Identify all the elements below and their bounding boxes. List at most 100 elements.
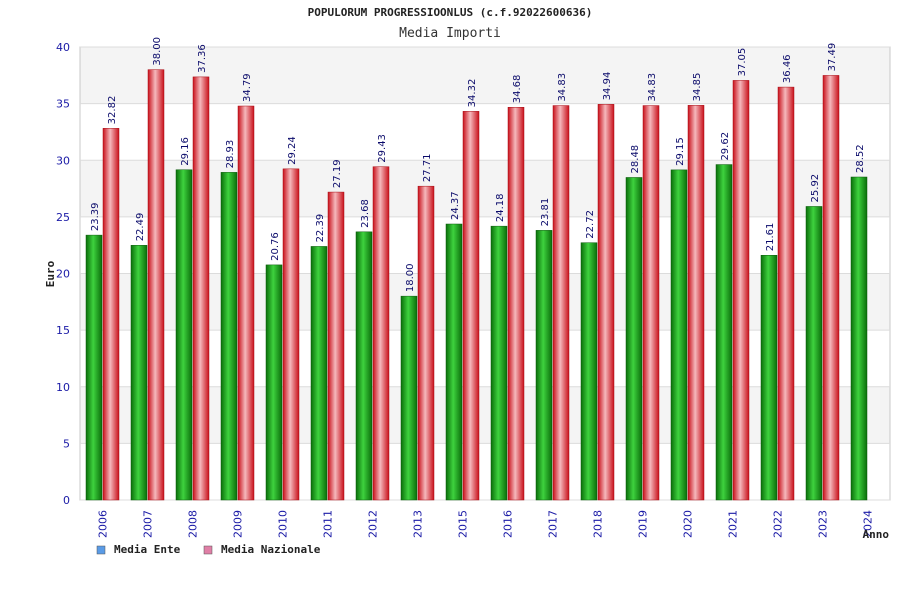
legend-item-media-nazionale: Media Nazionale — [203, 543, 321, 556]
data-label: 34.79 — [242, 73, 253, 102]
x-axis-ticks: 2006 2007 2008 2009 2010 2011 2012 2013 2015 2016… — [97, 510, 875, 538]
grid-band — [80, 330, 890, 387]
bar-media-ente-2016 — [490, 225, 508, 501]
x-tick-label: 2016 — [502, 510, 515, 538]
y-tick-label: 40 — [56, 41, 70, 54]
bar-media-nazionale-2018 — [597, 104, 615, 501]
grid-band — [80, 386, 890, 444]
data-label: 29.16 — [180, 137, 191, 166]
grid-band — [80, 216, 890, 274]
bar-media-ente-2009 — [220, 172, 238, 501]
bar-media-ente-2024 — [850, 176, 868, 501]
legend-label-media-nazionale: Media Nazionale — [221, 543, 321, 556]
data-label: 34.68 — [512, 75, 523, 104]
x-tick-label: 2013 — [412, 510, 425, 538]
data-label: 34.83 — [647, 73, 658, 102]
grid-band — [80, 103, 890, 161]
y-tick-label: 15 — [56, 324, 70, 337]
data-label: 23.68 — [360, 199, 371, 228]
data-label: 34.85 — [692, 73, 703, 102]
grid-band — [80, 47, 890, 104]
x-tick-label: 2007 — [142, 510, 155, 538]
data-label: 34.32 — [467, 79, 478, 108]
x-tick-label: 2020 — [682, 510, 695, 538]
bar-media-ente-2023 — [805, 206, 823, 501]
x-tick-label: 2006 — [97, 510, 110, 538]
bar-media-nazionale-2022 — [777, 86, 795, 501]
legend-item-media-ente: Media Ente — [96, 543, 181, 556]
bar-media-nazionale-2007 — [147, 69, 165, 501]
bar-media-ente-2008 — [175, 169, 193, 501]
bar-media-nazionale-2006 — [102, 128, 120, 501]
data-label: 27.71 — [422, 154, 433, 183]
bar-media-ente-2015 — [445, 223, 463, 501]
x-tick-label: 2017 — [547, 510, 560, 538]
bar-media-nazionale-2012 — [372, 166, 390, 501]
bar-media-ente-2007 — [130, 245, 148, 501]
bar-media-ente-2011 — [310, 246, 328, 501]
bar-media-ente-2019 — [625, 177, 643, 501]
data-label: 34.83 — [557, 73, 568, 102]
data-label: 24.37 — [450, 191, 461, 220]
bars — [85, 69, 868, 501]
data-label: 28.48 — [630, 145, 641, 174]
data-label: 24.18 — [495, 194, 506, 223]
legend: Media Ente Media Nazionale — [96, 543, 321, 556]
y-tick-label: 5 — [63, 437, 70, 450]
bar-media-ente-2017 — [535, 230, 553, 501]
data-label: 22.39 — [315, 214, 326, 243]
data-label: 22.72 — [585, 210, 596, 239]
data-label: 22.49 — [135, 213, 146, 242]
x-tick-label: 2012 — [367, 510, 380, 538]
bar-media-ente-2022 — [760, 255, 778, 501]
y-tick-label: 25 — [56, 211, 70, 224]
x-tick-label: 2023 — [817, 510, 830, 538]
data-label: 36.46 — [782, 54, 793, 83]
bar-media-nazionale-2010 — [282, 168, 300, 501]
y-tick-label: 20 — [56, 268, 70, 281]
data-label: 29.43 — [377, 134, 388, 163]
bar-media-nazionale-2021 — [732, 80, 750, 501]
legend-label-media-ente: Media Ente — [114, 543, 181, 556]
data-label: 25.92 — [810, 174, 821, 203]
data-label: 34.94 — [602, 72, 613, 101]
bar-media-nazionale-2011 — [327, 191, 345, 501]
x-tick-label: 2024 — [862, 510, 875, 538]
chart-title: POPULORUM PROGRESSIOONLUS (c.f.920226006… — [308, 6, 593, 19]
data-label: 20.76 — [270, 232, 281, 261]
grid-band — [80, 273, 890, 331]
x-tick-label: 2015 — [457, 510, 470, 538]
data-label: 29.15 — [675, 137, 686, 166]
data-label: 27.19 — [332, 159, 343, 188]
chart-subtitle: Media Importi — [399, 26, 501, 41]
x-tick-label: 2019 — [637, 510, 650, 538]
data-label: 29.24 — [287, 136, 298, 165]
data-label: 29.62 — [720, 132, 731, 161]
bar-media-nazionale-2009 — [237, 105, 255, 501]
bar-media-ente-2010 — [265, 264, 283, 501]
x-tick-label: 2011 — [322, 510, 335, 538]
grid-band — [80, 443, 890, 500]
data-label: 38.00 — [152, 37, 163, 66]
bar-media-nazionale-2023 — [822, 75, 840, 501]
bar-media-nazionale-2016 — [507, 106, 525, 501]
bar-media-nazionale-2019 — [642, 105, 660, 501]
x-tick-label: 2010 — [277, 510, 290, 538]
data-label: 28.52 — [855, 144, 866, 173]
grid-band — [80, 160, 890, 217]
bar-media-nazionale-2008 — [192, 76, 210, 501]
legend-swatch-media-nazionale — [203, 545, 213, 555]
bar-media-nazionale-2013 — [417, 185, 435, 501]
data-label: 37.36 — [197, 44, 208, 73]
x-tick-label: 2022 — [772, 510, 785, 538]
data-label: 18.00 — [405, 264, 416, 293]
bar-media-nazionale-2017 — [552, 105, 570, 501]
x-tick-label: 2009 — [232, 510, 245, 538]
y-axis-label: Euro — [44, 260, 57, 287]
grid-bands — [80, 47, 890, 500]
legend-swatch-media-ente — [96, 545, 106, 555]
y-tick-label: 10 — [56, 381, 70, 394]
data-label: 23.39 — [90, 202, 101, 231]
x-tick-label: 2021 — [727, 510, 740, 538]
